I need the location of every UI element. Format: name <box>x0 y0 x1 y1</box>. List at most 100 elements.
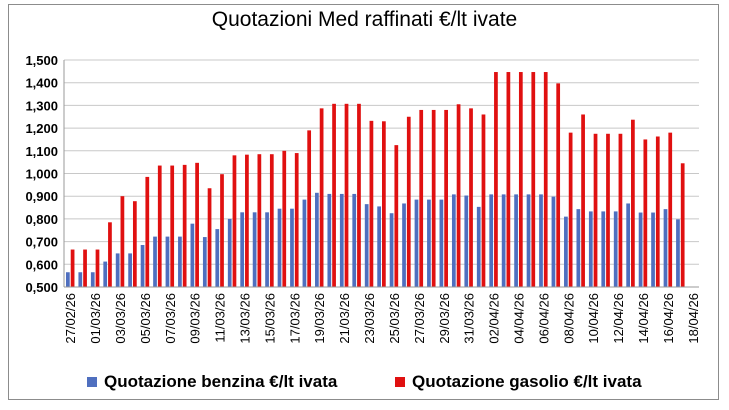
x-tick-label: 13/03/26 <box>238 293 253 344</box>
bar-benzina <box>476 206 481 287</box>
bar-gasolio <box>132 201 137 287</box>
bar-benzina <box>526 194 531 287</box>
bar-benzina <box>302 199 307 287</box>
x-tick-label: 10/04/26 <box>586 293 601 344</box>
bar-gasolio <box>195 162 199 287</box>
bar-benzina <box>613 211 618 287</box>
y-tick-label: 0,700 <box>25 235 58 250</box>
bar-gasolio <box>220 174 224 287</box>
x-tick-label: 09/03/26 <box>188 293 203 344</box>
x-tick-label: 12/04/26 <box>611 293 626 344</box>
bar-benzina <box>339 193 344 287</box>
bar-gasolio <box>469 108 473 287</box>
chart-title: Quotazioni Med raffinati €/lt ivate <box>211 8 518 31</box>
bar-benzina <box>290 208 294 287</box>
bar-gasolio <box>419 109 424 287</box>
bar-benzina <box>377 206 381 287</box>
legend-swatch-gasolio <box>395 377 405 387</box>
bar-benzina <box>315 192 319 287</box>
bar-benzina <box>140 245 145 287</box>
legend-label-gasolio: Quotazione gasolio €/lt ivata <box>412 372 642 391</box>
bar-gasolio <box>506 72 511 287</box>
bar-benzina <box>564 216 568 287</box>
bar-benzina <box>676 219 680 287</box>
bar-gasolio <box>382 121 386 287</box>
bar-gasolio <box>257 154 262 287</box>
legend-item-benzina: Quotazione benzina €/lt ivata <box>87 372 337 392</box>
bar-benzina <box>489 194 494 287</box>
bar-benzina <box>551 196 556 287</box>
bar-gasolio <box>319 108 324 287</box>
x-tick-label: 08/04/26 <box>561 293 576 344</box>
y-tick-label: 1,400 <box>25 76 58 91</box>
bar-benzina <box>514 194 518 287</box>
y-tick-label: 0,600 <box>25 257 58 272</box>
bar-benzina <box>626 203 631 287</box>
bar-benzina <box>576 209 581 287</box>
bar-gasolio <box>444 109 448 287</box>
bar-gasolio <box>606 133 610 287</box>
bar-gasolio <box>95 249 100 287</box>
bar-benzina <box>638 212 643 287</box>
bar-benzina <box>227 218 232 287</box>
bar-gasolio <box>593 133 598 287</box>
bar-benzina <box>651 212 655 287</box>
x-tick-label: 19/03/26 <box>312 293 327 344</box>
y-tick-label: 1,300 <box>25 98 58 113</box>
bar-benzina <box>364 204 369 287</box>
bar-gasolio <box>406 116 411 287</box>
bar-benzina <box>451 194 456 287</box>
bar-gasolio <box>108 222 112 287</box>
bar-benzina <box>439 199 444 287</box>
bar-gasolio <box>245 154 249 287</box>
x-axis: 27/02/26 01/03/26 03/03/26 05/03/26 07/03/26… <box>63 286 701 344</box>
x-tick-label: 11/03/26 <box>213 293 228 343</box>
chart-frame <box>8 4 719 400</box>
bar-benzina <box>190 223 195 287</box>
bar-benzina <box>202 237 207 287</box>
x-tick-label: 23/03/26 <box>362 293 377 344</box>
y-axis: 0,500 0,600 0,700 0,800 0,900 1,000 1,100 1,200… <box>25 53 65 295</box>
bar-benzina <box>501 194 506 287</box>
bar-benzina <box>588 211 593 287</box>
y-tick-label: 0,900 <box>25 189 58 204</box>
bar-benzina <box>178 236 182 287</box>
bar-benzina <box>601 211 606 287</box>
x-tick-label: 31/03/26 <box>462 293 477 344</box>
bar-benzina <box>78 272 83 287</box>
bar-benzina <box>265 212 269 287</box>
y-tick-label: 1,100 <box>25 144 58 159</box>
x-tick-label: 14/04/26 <box>636 293 651 344</box>
bar-gasolio <box>394 145 399 287</box>
bar-benzina <box>128 253 132 287</box>
bar-gasolio <box>631 119 635 288</box>
bar-benzina <box>252 212 257 287</box>
x-tick-label: 04/04/26 <box>511 293 526 344</box>
legend-swatch-benzina <box>87 377 97 387</box>
x-tick-label: 17/03/26 <box>287 293 302 344</box>
bar-gasolio <box>232 155 237 287</box>
x-tick-label: 03/03/26 <box>113 293 128 344</box>
bar-gasolio <box>618 133 623 287</box>
legend: Quotazione benzina €/lt ivata Quotazione… <box>0 372 729 394</box>
bar-gasolio <box>556 83 561 287</box>
bar-gasolio <box>369 120 374 287</box>
y-tick-label: 1,200 <box>25 121 58 136</box>
x-tick-label: 05/03/26 <box>138 293 153 344</box>
bar-benzina <box>277 208 282 287</box>
x-tick-label: 16/04/26 <box>661 293 676 344</box>
bar-benzina <box>115 253 120 287</box>
bar-gasolio <box>182 164 187 287</box>
x-tick-label: 27/03/26 <box>412 293 427 344</box>
bar-gasolio <box>357 103 361 287</box>
bar-gasolio <box>668 132 673 287</box>
legend-item-gasolio: Quotazione gasolio €/lt ivata <box>395 372 642 392</box>
bar-gasolio <box>307 130 312 287</box>
bar-gasolio <box>344 103 349 287</box>
bar-benzina <box>402 203 406 287</box>
bar-benzina <box>153 236 157 287</box>
bar-gasolio <box>157 165 162 287</box>
bar-gasolio <box>494 72 498 287</box>
x-tick-label: 07/03/26 <box>163 293 178 344</box>
bar-gasolio <box>70 249 75 287</box>
